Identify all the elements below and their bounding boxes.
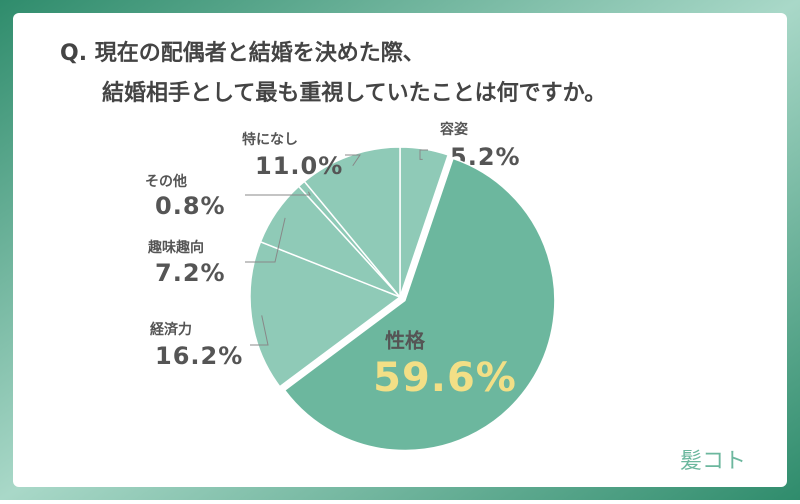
slice-name: 趣味趣向 xyxy=(147,239,204,256)
leader-line xyxy=(245,191,311,196)
slice-name: 特になし xyxy=(242,131,298,148)
value-label: 11.0% xyxy=(255,152,343,180)
value-label: 7.2% xyxy=(155,259,226,287)
slice-name: その他 xyxy=(145,173,187,190)
slice-name: 性格 xyxy=(385,329,426,353)
slice-name: 経済力 xyxy=(150,321,192,338)
value-label: 0.8% xyxy=(155,192,226,220)
pie-slice xyxy=(303,146,401,300)
leader-line xyxy=(419,149,428,160)
leader-line xyxy=(245,217,286,263)
title-line: Q. 現在の配偶者と結婚を決めた際、 xyxy=(60,40,425,66)
leader-line xyxy=(250,315,269,346)
leader-line xyxy=(345,154,361,167)
brand-logo: 髪コト xyxy=(680,449,746,474)
pie-slice xyxy=(283,157,556,452)
title-line: 結婚相手として最も重視していたことは何ですか。 xyxy=(102,80,606,106)
pie-slice xyxy=(249,240,402,388)
slice-name: 容姿 xyxy=(439,121,469,138)
value-label: 59.6% xyxy=(373,355,517,401)
value-label: 16.2% xyxy=(155,342,243,370)
